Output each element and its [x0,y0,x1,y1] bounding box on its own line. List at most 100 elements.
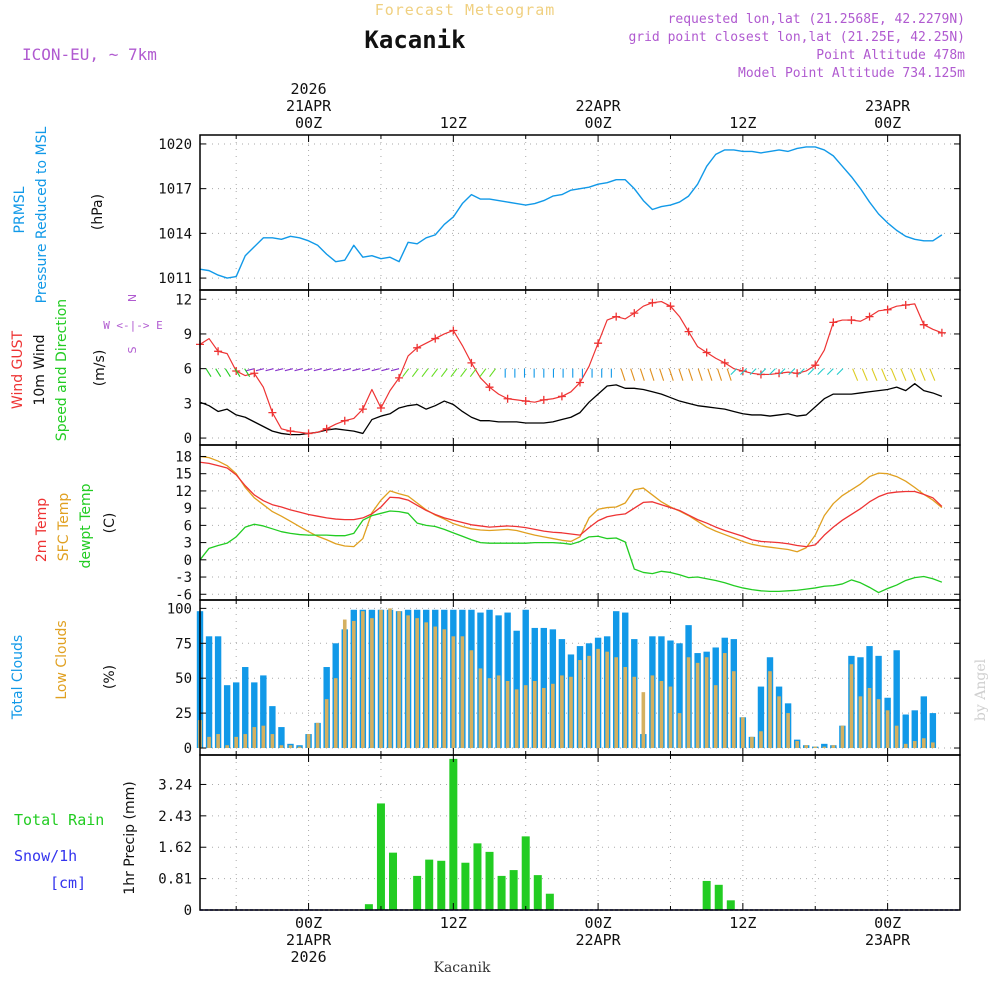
top-time-label: 12Z [440,114,467,132]
rain-bar [702,880,711,910]
rain-bar [449,758,458,910]
wind-gust-marker [594,339,603,348]
low-cloud-bar [704,657,709,749]
y-tick-label: 0 [184,553,192,569]
wind-direction-arrow [730,368,738,376]
wind-direction-arrow [390,368,400,372]
low-cloud-bar [741,717,745,749]
wind-direction-arrow [205,368,212,377]
low-cloud-bar [306,734,311,749]
wind-direction-arrow [469,368,477,377]
pressure-label-msl: Pressure Reduced to MSL [34,126,50,303]
wind-direction-arrow [707,368,713,381]
wind-gust-marker [268,408,277,417]
wind-gust-marker [449,326,458,335]
low-cloud-bar [849,664,854,749]
low-cloud-bar [632,676,637,749]
wind-direction-arrow [371,368,380,372]
wind-gust-marker [539,395,548,404]
wind-direction-arrow [352,368,361,372]
bottom-time-label: 2026 [291,948,327,966]
low-cloud-bar [397,611,401,749]
top-time-label: 00Z [295,114,322,132]
wind-gust-marker [666,302,675,311]
wind-direction-arrow [717,368,723,381]
low-cloud-bar [813,746,818,749]
y-tick-label: 15 [175,467,192,483]
wind-gust-marker [413,343,422,352]
y-tick-label: 12 [175,292,192,308]
footer-location: Kacanik [434,960,491,976]
low-cloud-bar [433,626,438,749]
y-tick-label: 18 [175,449,192,465]
top-time-label: 2026 [291,80,327,98]
compass-north: N [126,294,139,302]
axes-layer: 1011101410171020036912-6-303691215180255… [158,80,960,966]
total-cloud-bar [223,685,231,749]
low-cloud-bar [768,671,772,749]
model-point-altitude: Model Point Altitude 734.125m [738,66,965,81]
low-cloud-bar [379,609,383,749]
rain-bar [389,852,398,910]
wind-direction-arrow [678,368,684,381]
low-cloud-bar [415,618,419,749]
wind-direction-arrow [460,368,468,377]
low-cloud-bar [207,736,211,749]
wind-direction-arrow [688,368,694,381]
total-cloud-bar [251,682,258,749]
wind-gust-marker [304,429,313,438]
wind-gust-marker [322,424,331,433]
y-tick-label: 2.43 [158,809,192,825]
total-cloud-bar [522,609,529,749]
low-cloud-bar [243,734,248,749]
wind-gust-marker [811,361,820,370]
wind-label-10m: 10m Wind [32,334,48,405]
wind-direction-arrow [489,368,496,377]
wind-direction-arrow [246,368,255,372]
low-cloud-bar [288,745,293,749]
wind-direction-arrow [807,368,815,376]
panel-frames [199,134,961,911]
low-cloud-bar [361,611,365,749]
requested-coordinates: requested lon,lat (21.2568E, 42.2279N) [668,12,965,27]
precip-unit: 1hr Precip (mm) [122,781,138,894]
y-tick-label: -3 [175,570,192,586]
panel-frame-precip [199,754,961,911]
low-cloud-bar [750,736,754,749]
wind-direction-arrow [361,368,371,372]
t2m-temp-line [199,461,943,548]
low-cloud-bar [261,725,266,749]
rain-bar [714,884,723,910]
bottom-time-label: 12Z [729,914,756,932]
total-cloud-bar [676,643,683,749]
top-time-label: 12Z [729,114,756,132]
wind-label-gust: Wind GUST [10,330,26,409]
y-tick-label: 6 [184,362,192,378]
grid-layer [200,135,960,911]
compass-west-east: W <-|-> E [103,319,163,332]
wind-direction-arrow [759,368,767,376]
total-cloud-bar [911,710,918,749]
wind-direction-arrow [726,368,732,381]
rain-bar [509,870,518,910]
low-cloud-bar [912,741,917,749]
wind-direction-arrow [313,368,322,372]
y-tick-label: 3.24 [158,777,192,793]
top-time-label: 00Z [585,114,612,132]
top-time-label: 00Z [874,114,901,132]
low-cloud-bar [650,675,655,749]
total-cloud-bar [821,743,828,749]
wind-gust-marker [865,312,874,321]
low-cloud-bar [876,699,881,749]
total-cloud-bar [757,686,765,749]
low-cloud-bar [370,618,374,749]
y-tick-label: 1014 [158,226,192,242]
low-cloud-bar [614,657,618,749]
y-tick-label: 3 [184,536,192,552]
low-cloud-bar [532,680,537,749]
wind-direction-arrow [294,368,303,372]
wind-direction-arrow [649,368,655,381]
wind-direction-arrow [402,368,410,377]
total-cloud-bar [504,612,511,749]
